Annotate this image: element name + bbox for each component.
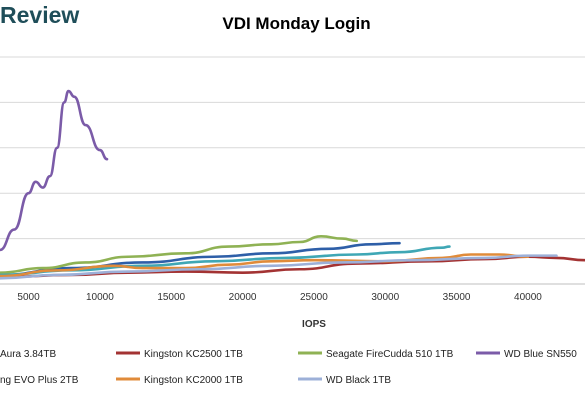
grid-lines [0, 56, 585, 285]
chart-title: VDI Monday Login [222, 14, 371, 33]
x-tick-label: 15000 [157, 292, 185, 303]
brand-logo-text: Review [0, 2, 80, 28]
x-tick-label: 20000 [229, 292, 257, 303]
series-line-3 [0, 89, 109, 252]
legend-label: ng EVO Plus 2TB [0, 375, 79, 386]
series-lines [0, 89, 585, 280]
x-tick-labels: 5000 10000 15000 20000 25000 30000 35000 40000 [17, 292, 542, 303]
x-tick-label: 40000 [514, 292, 542, 303]
x-axis-label: IOPS [302, 319, 326, 330]
legend: Aura 3.84TB Kingston KC2500 1TB Seagate Fi… [0, 349, 577, 386]
legend-label: Seagate FireCudda 510 1TB [326, 349, 454, 360]
legend-label: Kingston KC2500 1TB [144, 349, 243, 360]
legend-label: WD Black 1TB [326, 375, 391, 386]
x-tick-label: 25000 [300, 292, 328, 303]
x-tick-label: 5000 [17, 292, 40, 303]
series-line-6 [0, 254, 558, 280]
series-line-5 [0, 253, 530, 278]
series-line-2 [0, 235, 359, 274]
legend-label: Aura 3.84TB [0, 349, 56, 360]
series-line-0 [0, 241, 401, 277]
series-line-4 [0, 245, 451, 277]
legend-label: WD Blue SN550 [504, 349, 577, 360]
x-tick-label: 35000 [443, 292, 471, 303]
x-tick-label: 30000 [371, 292, 399, 303]
legend-label: Kingston KC2000 1TB [144, 375, 243, 386]
x-tick-label: 10000 [86, 292, 114, 303]
